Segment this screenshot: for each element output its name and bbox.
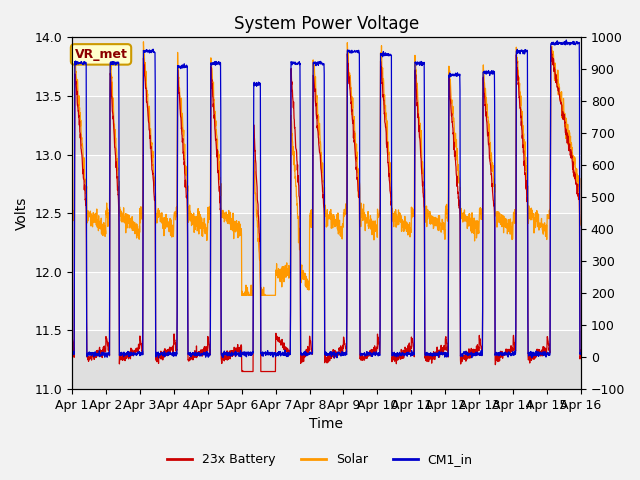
Bar <box>72 213 581 272</box>
X-axis label: Time: Time <box>310 418 344 432</box>
Bar <box>72 331 581 389</box>
Bar <box>72 96 581 155</box>
Text: VR_met: VR_met <box>75 48 127 61</box>
Legend: 23x Battery, Solar, CM1_in: 23x Battery, Solar, CM1_in <box>163 448 477 471</box>
Title: System Power Voltage: System Power Voltage <box>234 15 419 33</box>
Y-axis label: Volts: Volts <box>15 196 29 230</box>
